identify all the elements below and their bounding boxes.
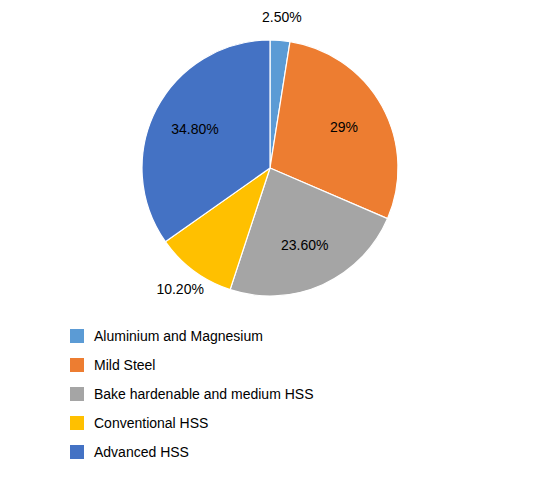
- chart-svg: 2.50% 29% 23.60% 10.20% 34.80% Aluminium and …: [0, 0, 541, 491]
- pie: [142, 40, 398, 296]
- chart-container: 2.50% 29% 23.60% 10.20% 34.80% Aluminium and …: [0, 0, 541, 491]
- legend-label: Mild Steel: [94, 357, 155, 373]
- legend-label: Conventional HSS: [94, 415, 208, 431]
- data-label: 10.20%: [156, 281, 203, 297]
- legend-label: Bake hardenable and medium HSS: [94, 386, 313, 402]
- background: [0, 0, 541, 491]
- pie-slice: [142, 40, 270, 242]
- data-labels: 2.50% 29% 23.60% 10.20% 34.80%: [156, 9, 358, 297]
- legend-swatch: [70, 329, 84, 343]
- legend-label: Aluminium and Magnesium: [94, 328, 263, 344]
- legend-swatch: [70, 445, 84, 459]
- legend-swatch: [70, 387, 84, 401]
- legend-label: Advanced HSS: [94, 444, 189, 460]
- data-label: 29%: [330, 119, 358, 135]
- legend-swatch: [70, 358, 84, 372]
- data-label: 34.80%: [171, 121, 218, 137]
- data-label: 23.60%: [281, 237, 328, 253]
- legend-swatch: [70, 416, 84, 430]
- data-label: 2.50%: [262, 9, 302, 25]
- legend: Aluminium and Magnesium Mild Steel Bake ha…: [70, 328, 313, 460]
